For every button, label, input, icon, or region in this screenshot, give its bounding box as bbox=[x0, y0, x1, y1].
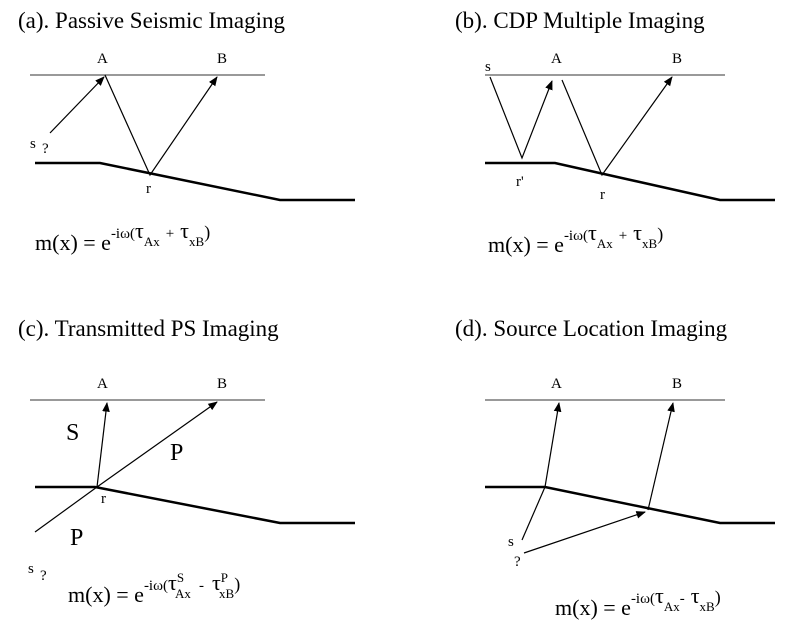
ray bbox=[34, 486, 98, 533]
ray bbox=[523, 511, 646, 554]
formula-part: Ax bbox=[144, 234, 160, 249]
formula-part: xB bbox=[189, 234, 205, 249]
formula-part: ) bbox=[204, 222, 210, 243]
label: ? bbox=[40, 568, 47, 584]
label: s bbox=[485, 59, 491, 75]
panel-b: (b). CDP Multiple Imaging s A B r' r m(x… bbox=[455, 8, 775, 257]
ray bbox=[521, 486, 546, 541]
formula-part: xB bbox=[642, 236, 658, 251]
label: P bbox=[70, 525, 83, 551]
ray bbox=[544, 402, 562, 488]
formula-part: ) bbox=[715, 587, 721, 608]
formula-part: m(x) = e bbox=[488, 232, 564, 257]
formula-part: τ bbox=[135, 218, 144, 243]
formula-part: - bbox=[680, 591, 685, 607]
label: r bbox=[146, 181, 151, 197]
formula-part: m(x) = e bbox=[68, 582, 144, 607]
formula: m(x) = e-iω(τAx + τxB) bbox=[35, 218, 210, 255]
formula-part: -iω( bbox=[144, 578, 168, 594]
formula-part: τ bbox=[180, 218, 189, 243]
label: B bbox=[217, 51, 227, 67]
formula-part: -iω( bbox=[564, 228, 588, 244]
ray bbox=[104, 74, 218, 177]
label: s bbox=[28, 561, 34, 577]
panel-title: (c). Transmitted PS Imaging bbox=[18, 316, 279, 341]
label: s bbox=[30, 136, 36, 152]
label: ? bbox=[514, 554, 521, 570]
label: A bbox=[97, 51, 108, 67]
label: B bbox=[217, 376, 227, 392]
label: S bbox=[66, 420, 79, 446]
formula-part: ) bbox=[234, 574, 240, 595]
formula-part: τ bbox=[588, 220, 597, 245]
label: A bbox=[551, 376, 562, 392]
label: B bbox=[672, 376, 682, 392]
label: s bbox=[508, 534, 514, 550]
formula: m(x) = e-iω(τS Ax - τP xB) bbox=[68, 570, 240, 607]
formula-part: + bbox=[166, 226, 174, 242]
label: A bbox=[551, 51, 562, 67]
panel-title: (b). CDP Multiple Imaging bbox=[455, 8, 705, 33]
formula-part: + bbox=[619, 228, 627, 244]
ray bbox=[49, 76, 105, 134]
ray bbox=[489, 76, 553, 160]
formula-part: Ax bbox=[664, 599, 680, 614]
panel-a: (a). Passive Seismic Imaging A B s ? r m… bbox=[18, 8, 355, 255]
label: B bbox=[672, 51, 682, 67]
formula-part: Ax bbox=[597, 236, 613, 251]
label: ? bbox=[42, 141, 49, 157]
panel-c: (c). Transmitted PS Imaging A B S P P r … bbox=[18, 316, 355, 607]
formula-part: m(x) = e bbox=[35, 230, 111, 255]
formula-part: τ bbox=[212, 570, 221, 595]
formula-part: -iω( bbox=[111, 226, 135, 242]
label: A bbox=[97, 376, 108, 392]
label: r bbox=[600, 187, 605, 203]
formula: m(x) = e-iω(τAx + τxB) bbox=[488, 220, 663, 257]
formula-part: ) bbox=[657, 224, 663, 245]
ray bbox=[647, 402, 675, 511]
formula-part: m(x) = e bbox=[555, 595, 631, 620]
formula-part: S bbox=[177, 570, 184, 585]
label: P bbox=[170, 440, 183, 466]
formula-part: Ax bbox=[175, 586, 191, 601]
reflector bbox=[35, 485, 355, 525]
formula-part: P bbox=[221, 570, 228, 585]
panel-title: (a). Passive Seismic Imaging bbox=[18, 8, 286, 33]
reflector bbox=[35, 161, 355, 202]
panel-title: (d). Source Location Imaging bbox=[455, 316, 728, 341]
label: r bbox=[101, 491, 106, 507]
formula: m(x) = e-iω(τAx-τxB) bbox=[555, 583, 721, 620]
label: r' bbox=[516, 174, 524, 190]
formula-part: xB bbox=[219, 586, 235, 601]
reflector bbox=[485, 161, 775, 202]
formula-part: τ bbox=[168, 570, 177, 595]
ray bbox=[96, 401, 218, 488]
reflector bbox=[485, 485, 775, 525]
formula-part: τ bbox=[691, 583, 700, 608]
formula-part: - bbox=[199, 578, 204, 594]
panel-d: (d). Source Location Imaging A B s ? m(x… bbox=[455, 316, 775, 620]
ray bbox=[96, 402, 110, 488]
formula-part: -iω( bbox=[631, 591, 655, 607]
ray bbox=[561, 76, 673, 177]
formula-part: xB bbox=[700, 599, 716, 614]
formula-part: τ bbox=[655, 583, 664, 608]
formula-part: τ bbox=[633, 220, 642, 245]
